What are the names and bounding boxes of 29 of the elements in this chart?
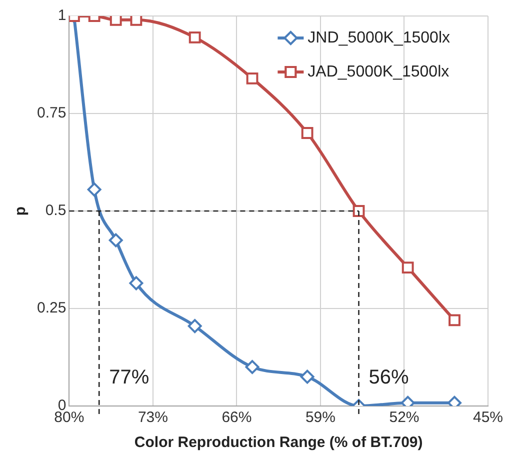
point bbox=[130, 16, 142, 26]
y-tick-label: 0.75 bbox=[36, 104, 66, 122]
y-tick-label: 0.5 bbox=[45, 202, 66, 220]
point bbox=[300, 370, 314, 384]
x-tick-label: 45% bbox=[472, 409, 504, 426]
x-tick-label: 59% bbox=[305, 409, 336, 426]
point bbox=[352, 205, 365, 217]
point bbox=[188, 319, 202, 334]
point bbox=[188, 32, 201, 44]
legend-label: JND_5000K_1500lx bbox=[308, 29, 450, 46]
point bbox=[245, 360, 260, 374]
y-tick-label: 1 bbox=[58, 7, 66, 24]
point bbox=[301, 127, 314, 139]
point bbox=[87, 182, 102, 197]
point bbox=[129, 276, 144, 290]
ref-line-label: 56% bbox=[368, 366, 410, 389]
point bbox=[402, 262, 414, 274]
y-tick-label: 0.25 bbox=[36, 300, 66, 317]
x-tick-label: 73% bbox=[138, 409, 168, 426]
ref-line-label: 77% bbox=[109, 366, 150, 389]
x-axis-title: Color Reproduction Range (% of BT.709) bbox=[134, 434, 423, 452]
legend-label: JAD_5000K_1500lx bbox=[308, 63, 450, 80]
point bbox=[110, 16, 122, 26]
x-tick-label: 52% bbox=[389, 409, 420, 426]
point bbox=[108, 233, 123, 248]
point bbox=[246, 72, 258, 84]
point bbox=[448, 314, 460, 326]
y-axis-title: p bbox=[12, 206, 30, 216]
x-tick-label: 66% bbox=[222, 409, 252, 426]
